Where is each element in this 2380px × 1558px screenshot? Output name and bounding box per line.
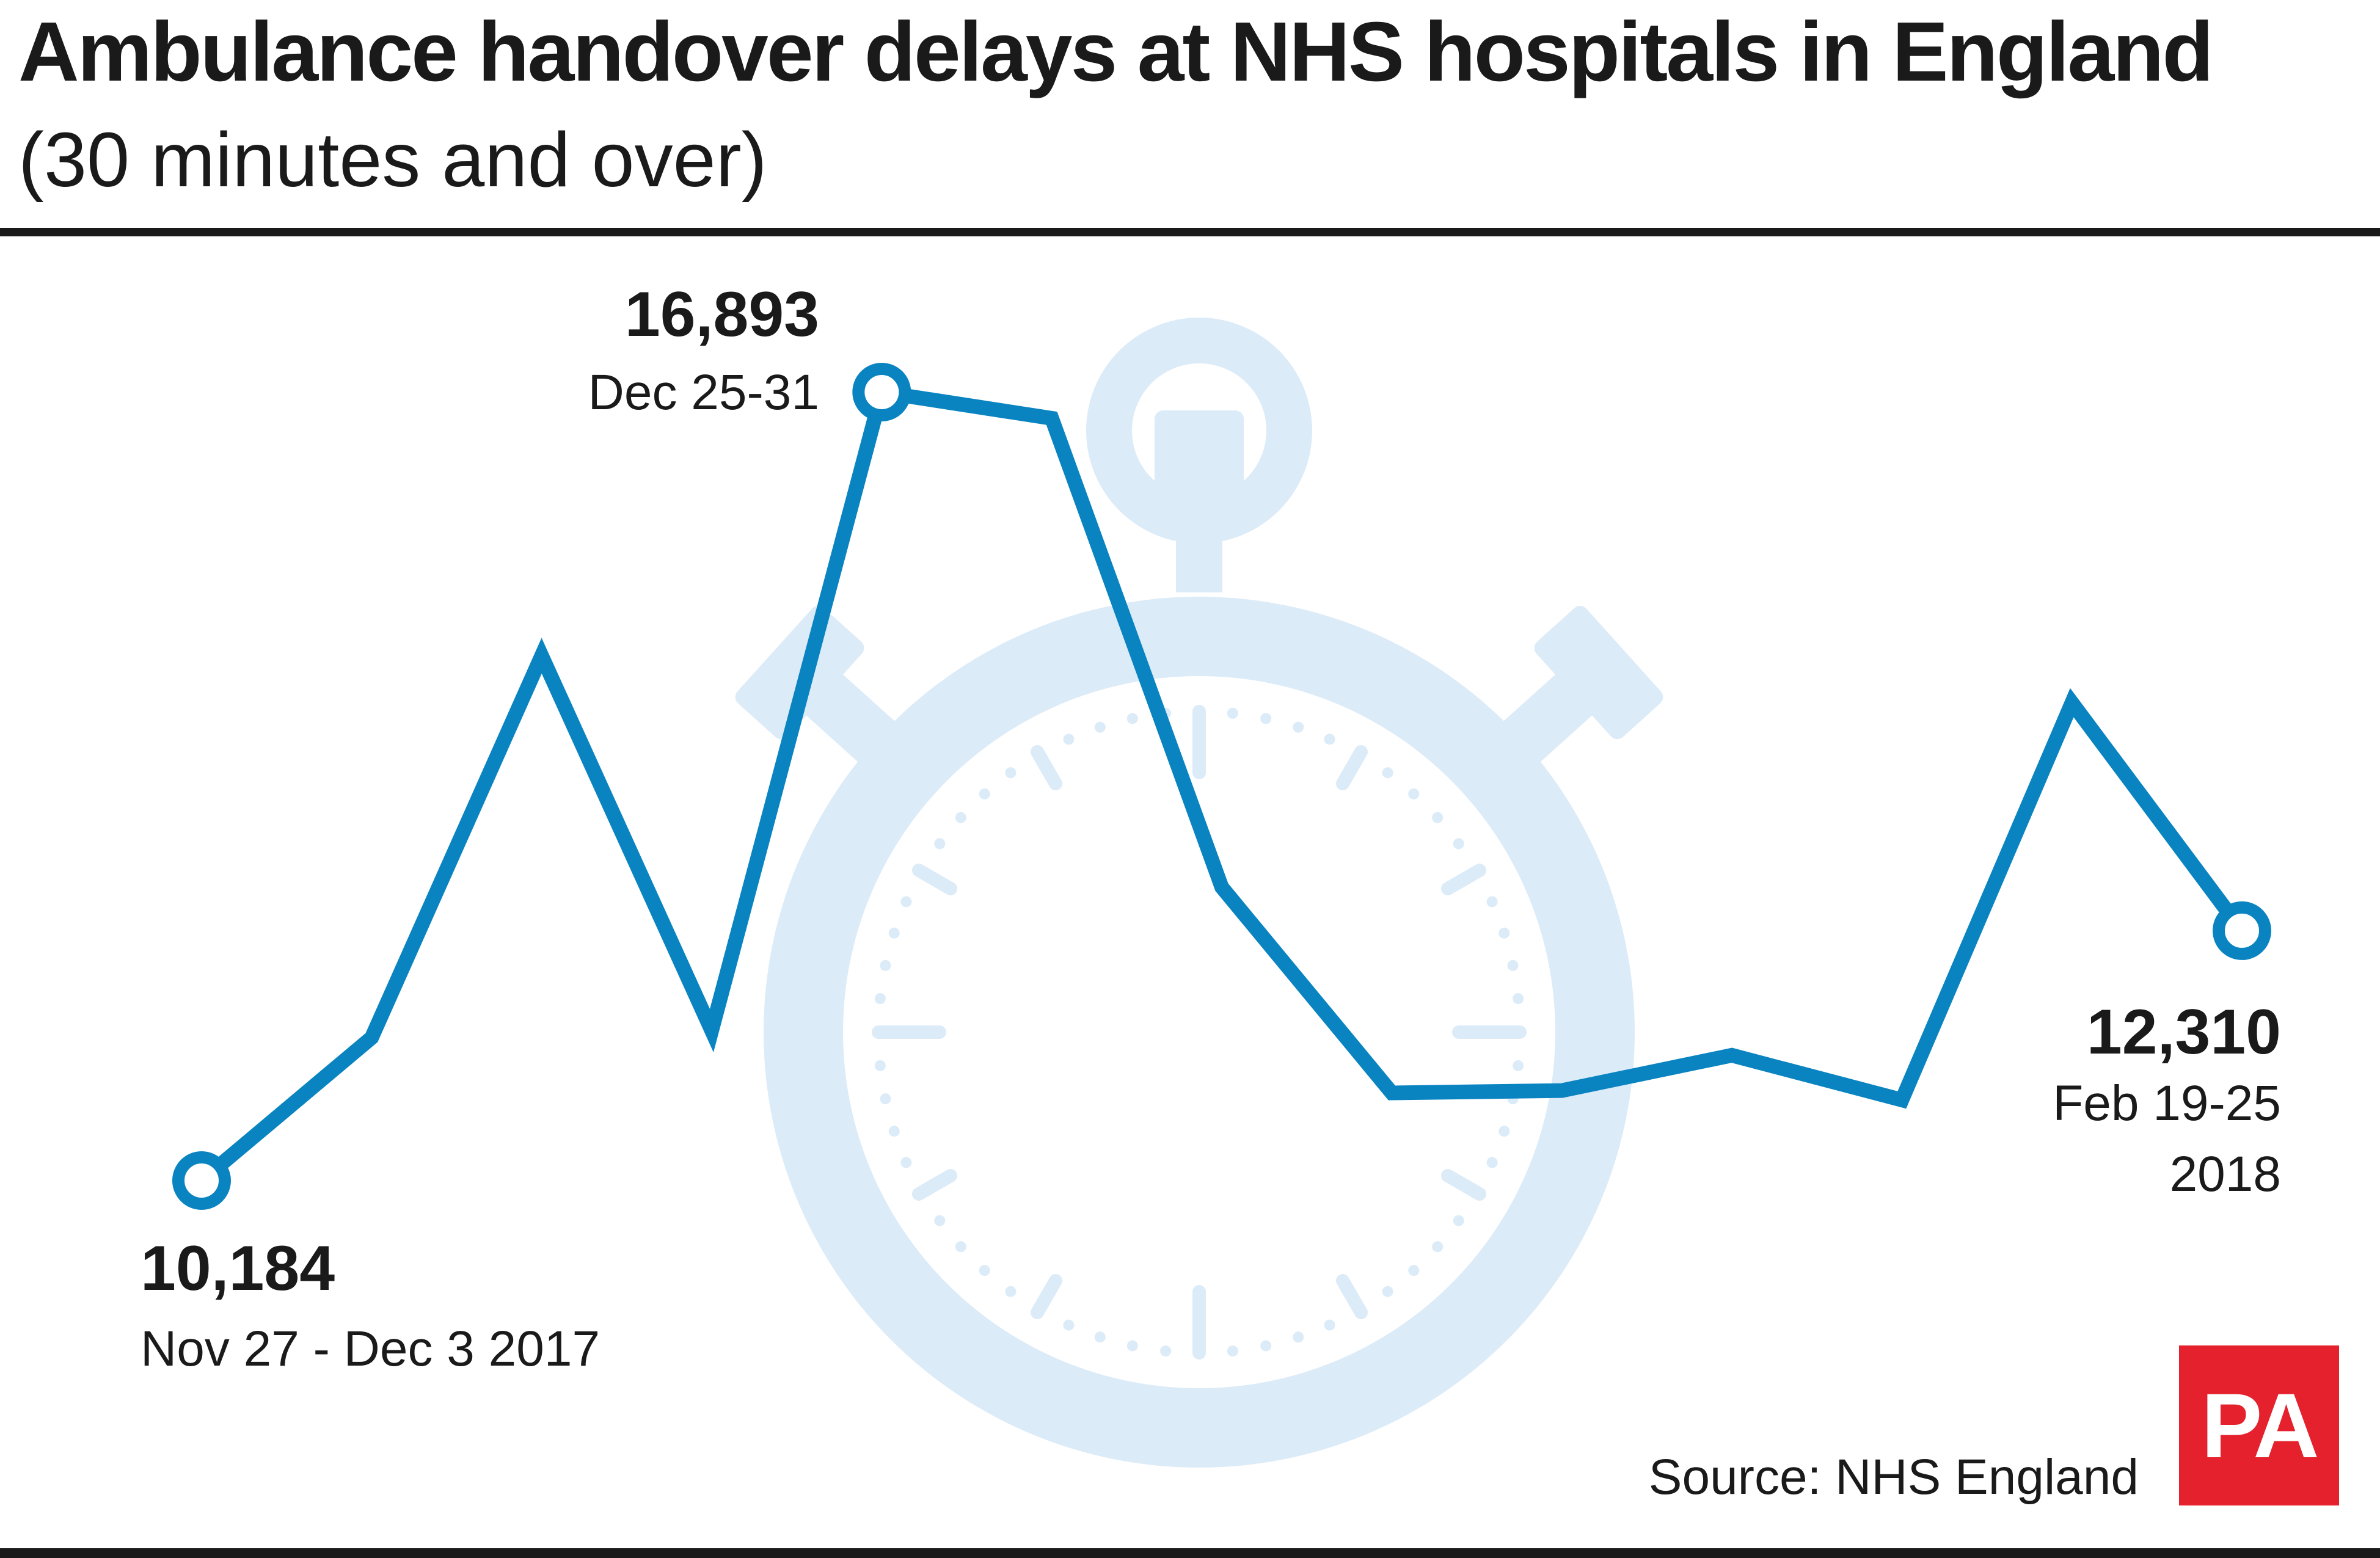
source-note: Source: NHS England — [1648, 1449, 2139, 1505]
stopwatch-tick — [1441, 864, 1486, 895]
stopwatch-dot — [1513, 1060, 1524, 1071]
stopwatch-dot — [1063, 733, 1075, 745]
stopwatch-dot — [955, 1241, 966, 1253]
stopwatch-dot — [1005, 1286, 1017, 1297]
stopwatch-dot — [1513, 993, 1524, 1005]
stopwatch-dot — [955, 812, 966, 823]
stopwatch-tick — [1336, 745, 1368, 790]
first-date-label: Nov 27 - Dec 3 2017 — [141, 1321, 600, 1377]
stopwatch-dot — [1507, 959, 1519, 971]
stopwatch-tick — [1336, 1274, 1368, 1319]
stopwatch-dot — [888, 927, 900, 939]
stopwatch-button — [1155, 410, 1244, 509]
stopwatch-tick — [912, 1169, 957, 1201]
highlight-marker — [172, 1151, 231, 1210]
stopwatch-dot — [900, 1157, 912, 1168]
first-value-label: 10,184 — [141, 1233, 335, 1304]
stopwatch-dot — [1227, 707, 1238, 719]
stopwatch-icon — [735, 318, 1663, 1468]
stopwatch-dot — [1408, 1265, 1420, 1276]
stopwatch-dot — [1094, 721, 1106, 733]
stopwatch-dot — [880, 959, 891, 971]
stopwatch-dot — [1382, 1286, 1393, 1297]
stopwatch-dot — [1260, 713, 1272, 724]
stopwatch-tick — [1031, 745, 1062, 790]
bottom-rule — [0, 1548, 2380, 1558]
stopwatch-dot — [1432, 1241, 1444, 1253]
stopwatch-dot — [979, 1265, 990, 1276]
stopwatch-dot — [1498, 927, 1510, 939]
last-year-label: 2018 — [2169, 1146, 2281, 1202]
top-rule — [0, 228, 2380, 236]
stopwatch-dot — [1293, 1331, 1304, 1343]
stopwatch-dot — [874, 993, 886, 1005]
stopwatch-dot — [1160, 1345, 1172, 1357]
stopwatch-dot — [934, 1215, 946, 1226]
stopwatch-dot — [1324, 733, 1335, 745]
stopwatch-face — [843, 676, 1555, 1388]
stopwatch-dot — [1005, 767, 1017, 779]
stopwatch-dot — [979, 788, 990, 799]
stopwatch-dot — [1094, 1331, 1106, 1343]
last-date-label: Feb 19-25 — [2053, 1076, 2281, 1131]
highlight-marker — [2213, 901, 2271, 960]
stopwatch-dot — [880, 1093, 891, 1105]
stopwatch-dot — [1408, 788, 1420, 799]
stopwatch-dot — [1453, 1215, 1464, 1226]
stopwatch-dot — [1324, 1319, 1335, 1331]
stopwatch-dot — [1260, 1340, 1272, 1352]
stopwatch-dot — [888, 1126, 900, 1137]
stopwatch-dot — [1382, 767, 1393, 779]
stopwatch-tick — [1441, 1169, 1486, 1201]
stopwatch-dot — [1227, 1345, 1238, 1357]
chart-subtitle: (30 minutes and over) — [18, 117, 767, 203]
pa-logo: PA — [2179, 1345, 2339, 1505]
stopwatch-dot — [900, 896, 912, 908]
stopwatch-dot — [1486, 1157, 1498, 1168]
stopwatch-dot — [1293, 721, 1304, 733]
stopwatch-dot — [1432, 812, 1444, 823]
highlight-marker — [852, 363, 911, 421]
series-line — [197, 384, 2248, 1187]
stopwatch-dot — [1126, 1340, 1138, 1352]
stopwatch-dot — [874, 1060, 886, 1071]
stopwatch-dot — [1126, 713, 1138, 724]
stopwatch-dot — [1453, 838, 1464, 850]
peak-date-label: Dec 25-31 — [588, 365, 819, 420]
peak-value-label: 16,893 — [624, 279, 819, 350]
stopwatch-dot — [1063, 1319, 1075, 1331]
stopwatch-dot — [1486, 896, 1498, 908]
stopwatch-dot — [934, 838, 946, 850]
stopwatch-tick — [1031, 1274, 1062, 1319]
stopwatch-dot — [1498, 1126, 1510, 1137]
stopwatch-tick — [912, 864, 957, 895]
last-value-label: 12,310 — [2086, 997, 2281, 1068]
chart-title: Ambulance handover delays at NHS hospita… — [18, 5, 2214, 99]
